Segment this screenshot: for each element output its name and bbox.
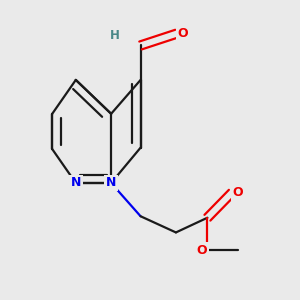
Text: O: O — [197, 244, 207, 256]
Text: O: O — [232, 186, 243, 199]
Text: H: H — [110, 29, 120, 42]
Text: O: O — [178, 27, 188, 40]
Text: N: N — [70, 176, 81, 190]
Text: N: N — [106, 176, 116, 190]
